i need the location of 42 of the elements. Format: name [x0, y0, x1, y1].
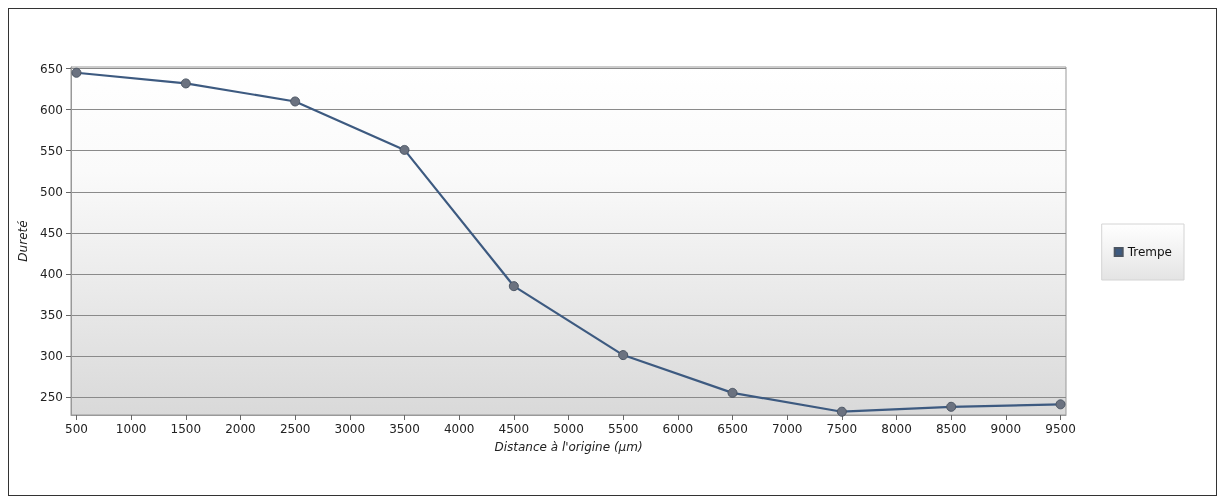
line-series — [71, 67, 1066, 417]
x-tick-label: 6000 — [662, 422, 694, 436]
x-tick-label: 4500 — [498, 422, 530, 436]
point — [1055, 399, 1066, 410]
y-tick-label: 650 — [40, 61, 63, 76]
x-tick-label: 5000 — [553, 422, 584, 436]
point — [71, 67, 82, 78]
x-tick-label: 2000 — [225, 422, 256, 436]
y-tick-label: 450 — [40, 225, 63, 240]
y-axis-title: Dureté — [16, 220, 31, 262]
y-tick-label: 300 — [40, 348, 63, 363]
x-tick-label: 500 — [65, 422, 88, 436]
y-tick-label: 600 — [40, 102, 63, 117]
y-tick-label: 400 — [40, 266, 63, 281]
x-tick-label: 9000 — [990, 422, 1022, 436]
point — [727, 387, 738, 398]
x-axis-title: Distance à l'origine (µm) — [494, 440, 643, 454]
point — [618, 350, 629, 361]
x-tick-label: 7500 — [826, 422, 858, 436]
y-tick-label: 250 — [40, 389, 63, 404]
y-tick-label: 550 — [40, 143, 63, 158]
x-tick-label: 8000 — [881, 422, 912, 436]
point — [946, 401, 957, 412]
point — [508, 281, 519, 292]
x-tick-label: 9500 — [1045, 422, 1076, 436]
point — [290, 96, 301, 107]
y-tick-label: 350 — [40, 307, 63, 322]
x-tick-label: 7000 — [771, 422, 803, 436]
x-tick-label: 5500 — [607, 422, 639, 436]
x-tick-label: 3000 — [334, 422, 366, 436]
x-tick-label: 2500 — [279, 422, 311, 436]
point — [399, 144, 410, 155]
x-tick-label: 1500 — [170, 422, 202, 436]
point — [180, 78, 191, 89]
legend-label: Trempe — [1126, 245, 1172, 259]
x-tick-label: 1000 — [115, 422, 147, 436]
x-tick-label: 4000 — [443, 422, 475, 436]
x-tick-label: 8500 — [935, 422, 967, 436]
point — [836, 406, 847, 417]
x-tick-label: 6500 — [717, 422, 748, 436]
y-tick-label: 500 — [40, 184, 63, 199]
x-tick-label: 3500 — [389, 422, 420, 436]
